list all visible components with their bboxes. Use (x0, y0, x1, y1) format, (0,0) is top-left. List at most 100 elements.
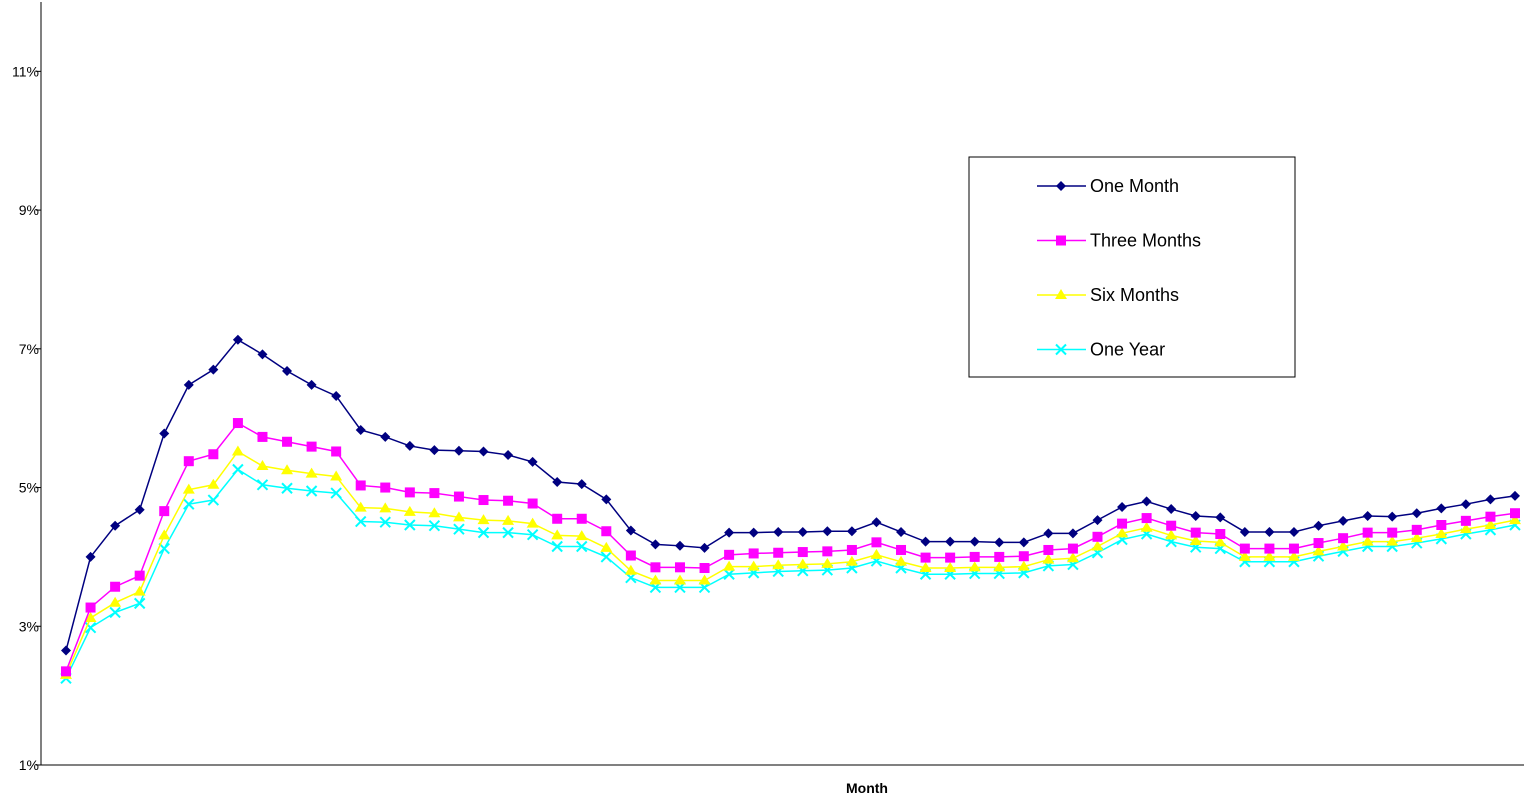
data-point-six-months (207, 478, 220, 489)
data-point-three-months (232, 418, 243, 429)
data-point-six-months (1459, 523, 1472, 534)
data-point-three-months (773, 547, 784, 558)
data-point-six-months (502, 514, 515, 525)
data-point-six-months (1287, 550, 1300, 561)
data-point-three-months (1460, 515, 1471, 526)
legend-box (968, 156, 1296, 378)
data-point-six-months (231, 445, 244, 456)
data-point-six-months (1042, 553, 1055, 564)
data-point-one-month (1141, 496, 1152, 507)
data-point-one-month (773, 526, 784, 537)
data-point-three-months (846, 544, 857, 555)
data-point-one-year (379, 516, 391, 528)
data-point-three-months (1362, 527, 1373, 538)
data-point-three-months (85, 602, 96, 613)
data-point-one-year (305, 485, 318, 497)
data-point-three-months (650, 562, 661, 573)
data-point-three-months (674, 562, 685, 573)
data-point-six-months (109, 596, 122, 607)
data-point-three-months (1510, 508, 1520, 519)
data-point-one-month (183, 379, 194, 390)
data-point-three-months (1411, 524, 1422, 535)
data-point-six-months (723, 560, 736, 571)
data-point-one-month (429, 445, 440, 456)
legend-item-three-months: Three Months (1037, 231, 1201, 251)
data-point-six-months (821, 557, 834, 568)
data-point-three-months (576, 513, 587, 524)
data-point-three-months (134, 570, 145, 581)
legend: One Month Three Months Six Months One Year (968, 156, 1296, 378)
data-point-six-months (256, 460, 269, 471)
data-point-one-month (945, 536, 956, 547)
data-point-one-month (1043, 528, 1054, 539)
data-point-three-months (1436, 520, 1447, 531)
data-point-three-months (920, 552, 931, 563)
data-point-six-months (379, 502, 392, 513)
data-point-six-months (477, 514, 490, 525)
data-point-six-months (673, 574, 686, 585)
data-point-six-months (649, 574, 662, 585)
data-point-six-months (1509, 514, 1521, 525)
data-point-three-months (969, 551, 980, 562)
data-point-one-year (453, 523, 465, 535)
y-axis: 1% 3% 5% 7% 9% 11% (12, 2, 1524, 773)
data-point-one-month (134, 504, 145, 515)
data-point-one-month (1411, 508, 1422, 519)
series-one-month (61, 334, 1520, 656)
data-point-one-month (527, 456, 538, 467)
data-point-one-month (453, 445, 464, 456)
data-point-one-month (503, 449, 514, 460)
data-point-six-months (1361, 535, 1374, 546)
data-point-one-month (994, 537, 1005, 548)
data-point-three-months (1313, 538, 1324, 549)
data-point-three-months (355, 480, 366, 491)
data-point-six-months (551, 529, 564, 540)
legend-item-six-months: Six Months (1037, 285, 1179, 305)
data-point-one-month (1362, 510, 1373, 521)
data-point-one-month (1338, 515, 1349, 526)
data-point-one-month (1166, 504, 1177, 515)
data-point-three-months (478, 495, 489, 506)
data-point-three-months (625, 550, 636, 561)
data-point-six-months (330, 470, 343, 481)
data-point-three-months (282, 436, 293, 447)
data-point-one-year (551, 540, 563, 553)
data-point-one-month (1018, 537, 1029, 548)
series-line-one-month (65, 338, 1516, 651)
data-point-one-year (232, 463, 244, 476)
data-point-three-months (871, 537, 882, 548)
data-point-three-months (1387, 527, 1398, 538)
data-point-three-months (1092, 531, 1103, 542)
data-point-one-month (85, 551, 96, 562)
data-point-six-months (624, 564, 637, 575)
data-point-one-month (748, 527, 759, 538)
data-point-one-month (1387, 511, 1398, 522)
data-point-three-months (183, 456, 194, 467)
data-point-one-month (232, 334, 243, 345)
series-line-six-months (65, 450, 1516, 676)
data-point-three-months (404, 487, 415, 498)
data-point-six-months (1165, 529, 1178, 540)
legend-label: One Year (1090, 340, 1165, 360)
data-point-six-months (772, 559, 785, 570)
data-point-one-month (1215, 512, 1226, 523)
legend-marker (1056, 181, 1066, 191)
data-point-six-months (354, 501, 367, 512)
series-line-one-year (65, 468, 1516, 679)
data-point-one-month (846, 526, 857, 537)
legend-label: Three Months (1090, 231, 1201, 251)
data-point-three-months (822, 546, 833, 557)
data-point-three-months (110, 581, 121, 592)
data-point-one-month (871, 517, 882, 528)
data-point-one-month (724, 527, 735, 538)
data-point-one-month (1436, 503, 1447, 514)
data-point-three-months (331, 446, 342, 457)
data-point-one-year (600, 551, 613, 563)
data-point-one-month (896, 526, 907, 537)
data-point-one-month (1067, 528, 1078, 539)
data-point-six-months (600, 541, 613, 552)
data-point-six-months (1189, 534, 1202, 545)
data-point-one-month (920, 536, 931, 547)
data-point-one-month (1190, 510, 1201, 521)
